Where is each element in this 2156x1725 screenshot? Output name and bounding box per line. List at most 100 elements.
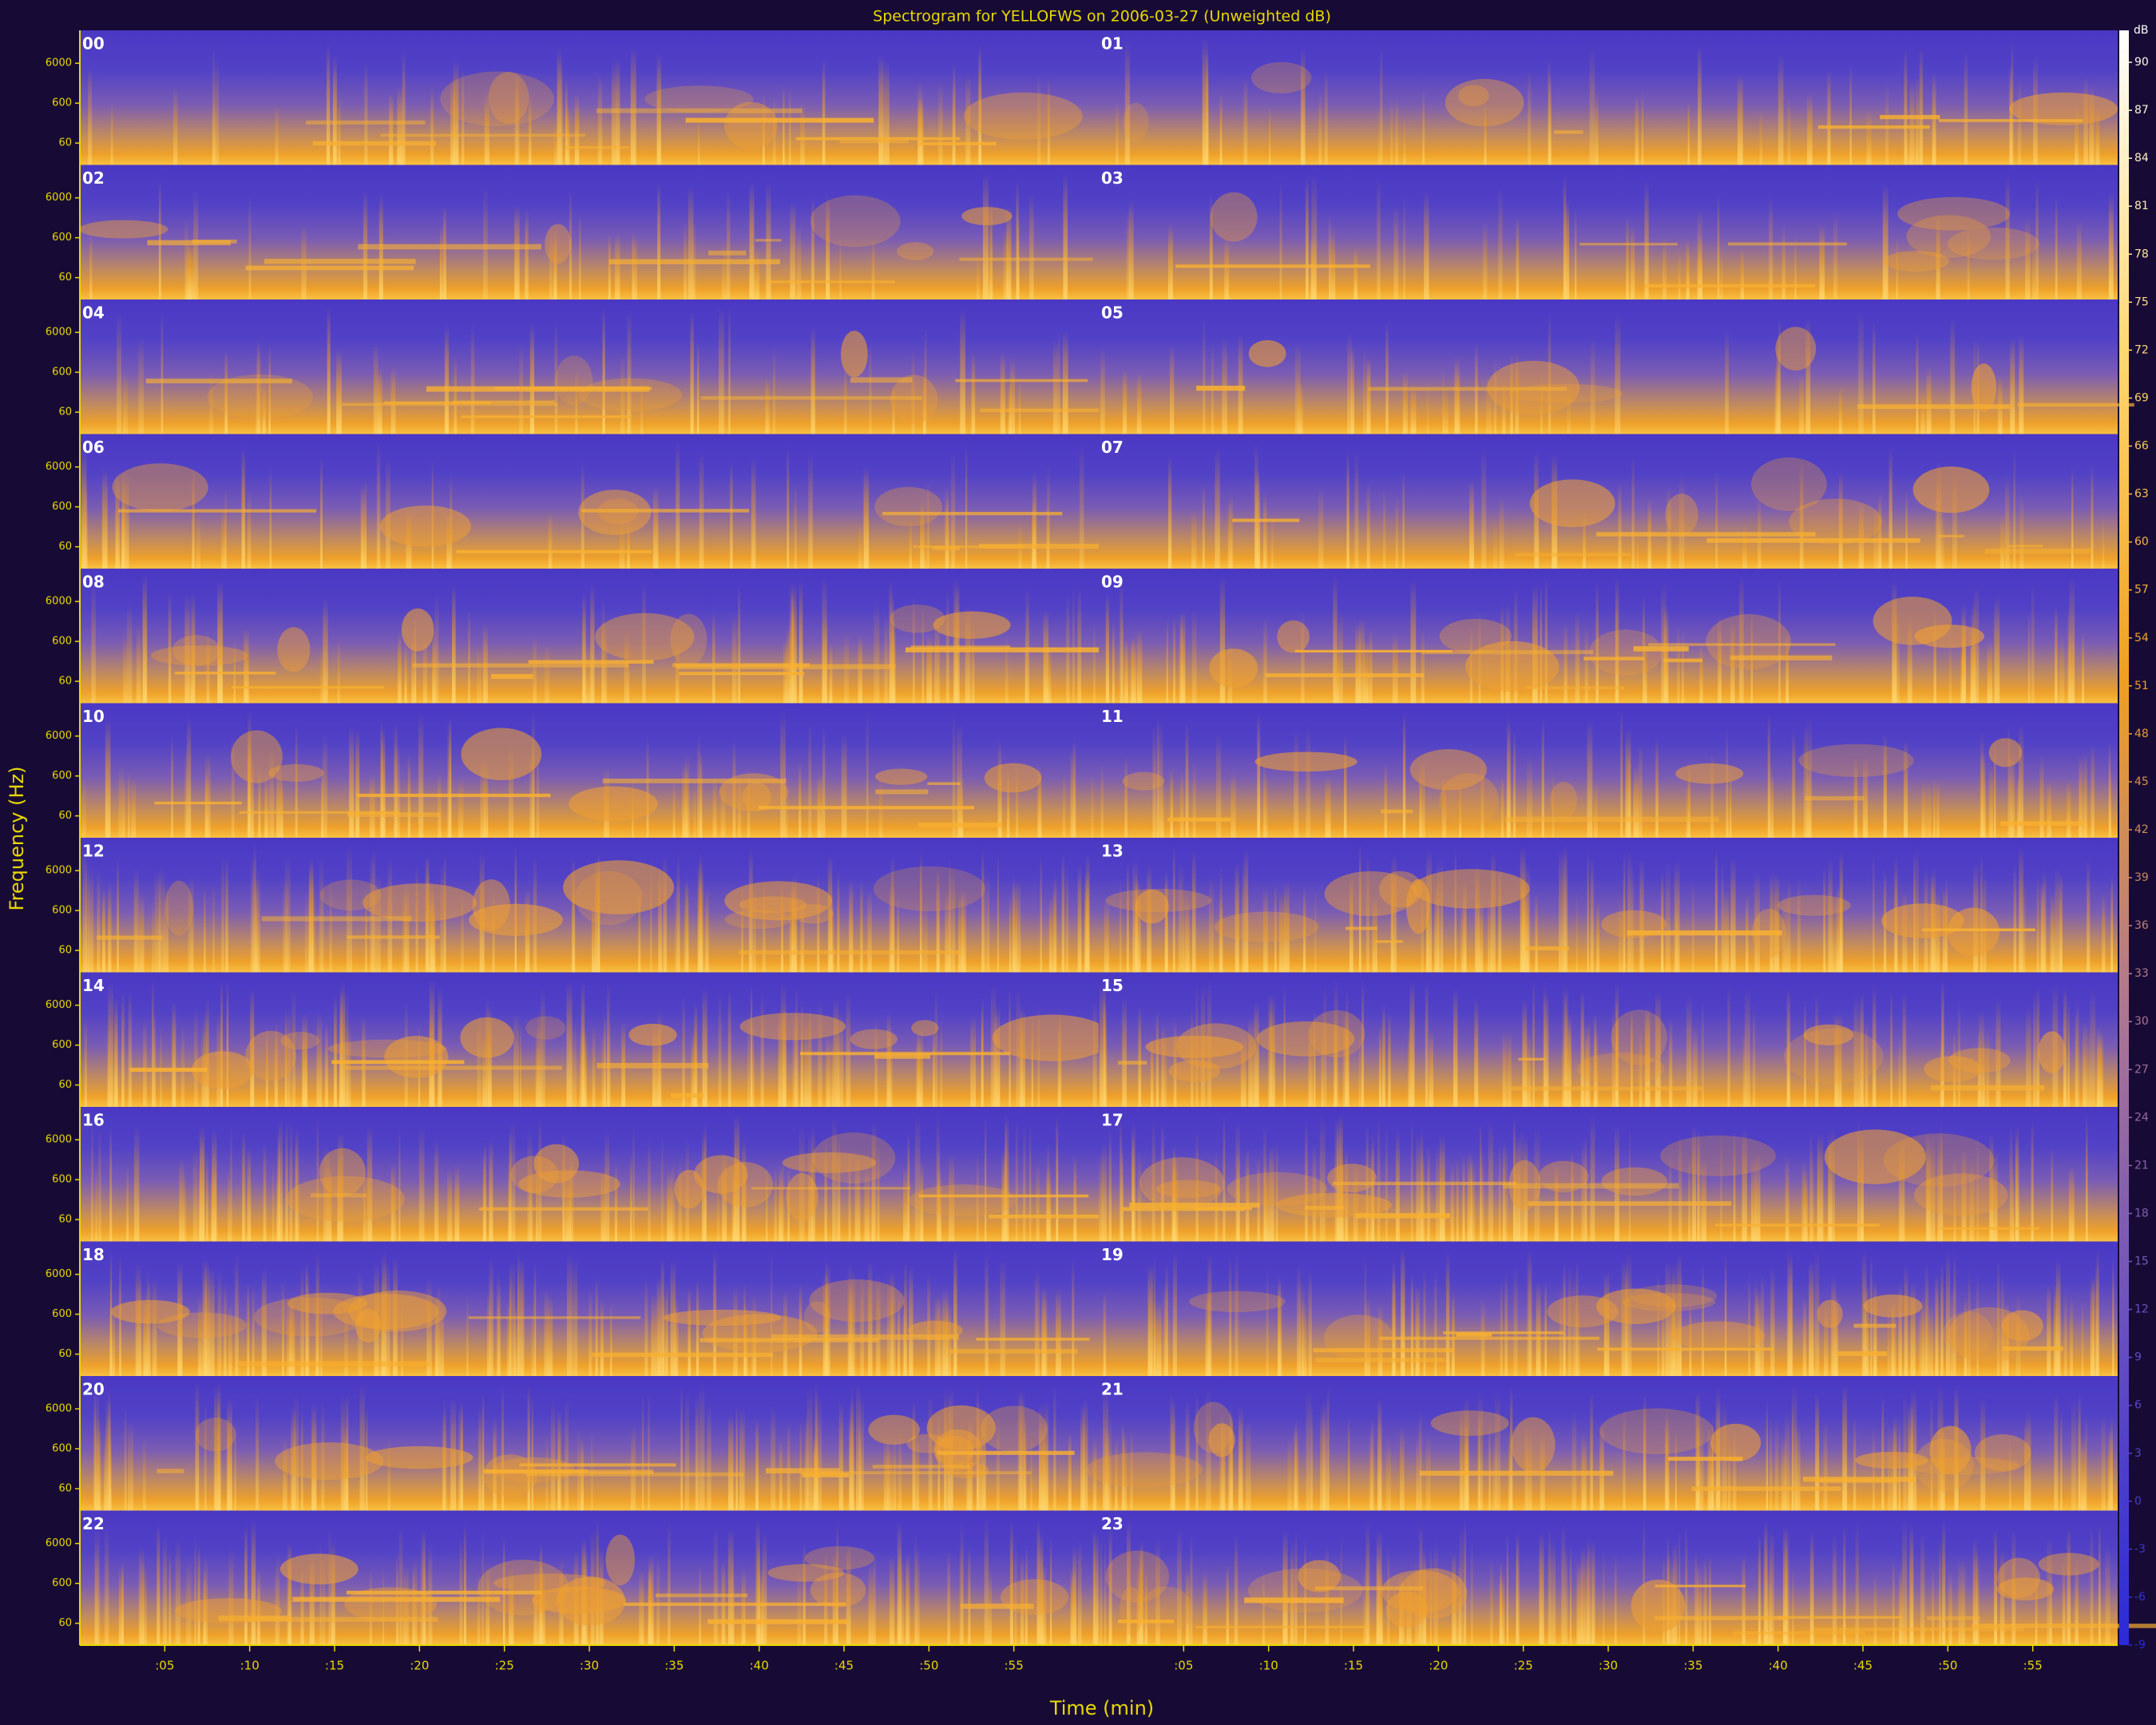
spectrogram-streak bbox=[2009, 1126, 2013, 1242]
spectrogram-blob bbox=[1924, 1056, 1982, 1082]
spectrogram-streak bbox=[1888, 448, 1892, 569]
spectrogram-streak bbox=[1742, 1029, 1746, 1107]
spectrogram-streak bbox=[1364, 640, 1369, 704]
spectrogram-streak bbox=[722, 1152, 727, 1242]
spectrogram-streak bbox=[387, 1438, 391, 1511]
spectrogram-streak bbox=[1394, 856, 1397, 973]
spectrogram-band bbox=[708, 250, 747, 256]
colorbar-tick-label: 0 bbox=[2134, 1495, 2142, 1508]
spectrogram-streak bbox=[2076, 220, 2082, 299]
spectrogram-streak bbox=[1495, 1389, 1500, 1511]
colorbar-tick-label: 51 bbox=[2134, 680, 2149, 692]
spectrogram-streak bbox=[2043, 870, 2047, 973]
spectrogram-streak bbox=[763, 881, 766, 973]
spectrogram-streak bbox=[983, 173, 989, 299]
spectrogram-streak bbox=[1567, 1021, 1571, 1107]
spectrogram-streak bbox=[1297, 1265, 1301, 1376]
spectrogram-streak bbox=[984, 236, 986, 299]
spectrogram-streak bbox=[1156, 1300, 1162, 1376]
spectrogram-streak bbox=[1395, 495, 1398, 569]
spectrogram-streak bbox=[1266, 1268, 1269, 1376]
spectrogram-streak bbox=[1215, 448, 1220, 569]
spectrogram-streak bbox=[1165, 878, 1168, 973]
spectrogram-band bbox=[468, 1316, 641, 1319]
spectrogram-streak bbox=[1245, 1421, 1251, 1511]
spectrogram-band bbox=[932, 546, 961, 551]
spectrogram-streak bbox=[1937, 1131, 1944, 1242]
spectrogram-streak bbox=[1032, 473, 1037, 569]
spectrogram-streak bbox=[2026, 1005, 2031, 1107]
spectrogram-blob bbox=[1601, 1167, 1668, 1196]
spectrogram-streak bbox=[1301, 611, 1305, 704]
spectrogram-streak bbox=[2107, 1429, 2113, 1511]
spectrogram-streak bbox=[1750, 1158, 1756, 1242]
spectrogram-streak bbox=[334, 995, 337, 1107]
colorbar-tick-label: 42 bbox=[2134, 823, 2149, 836]
spectrogram-streak bbox=[1459, 1525, 1465, 1645]
spectrogram-streak bbox=[122, 775, 126, 838]
spectrogram-streak bbox=[528, 94, 532, 165]
spectrogram-streak bbox=[731, 1166, 735, 1242]
spectrogram-streak bbox=[1674, 860, 1680, 973]
spectrogram-streak bbox=[501, 1386, 505, 1511]
spectrogram-streak bbox=[888, 1025, 893, 1107]
spectrogram-streak bbox=[604, 1131, 610, 1242]
spectrogram-streak bbox=[1167, 456, 1172, 569]
spectrogram-blob bbox=[192, 1051, 254, 1089]
spectrogram-streak bbox=[404, 885, 410, 973]
spectrogram-streak bbox=[1686, 996, 1692, 1107]
spectrogram-band bbox=[261, 916, 412, 922]
spectrogram-streak bbox=[1590, 337, 1595, 434]
spectrogram-streak bbox=[1532, 585, 1538, 704]
y-tick-label: 600 bbox=[52, 636, 72, 648]
spectrogram-band bbox=[707, 1619, 849, 1624]
spectrogram-streak bbox=[1171, 1398, 1175, 1511]
spectrogram-band bbox=[1129, 1203, 1261, 1208]
spectrogram-streak bbox=[1053, 875, 1057, 973]
spectrogram-streak bbox=[212, 883, 215, 973]
spectrogram-streak bbox=[507, 1301, 511, 1376]
spectrogram-streak bbox=[483, 185, 488, 299]
spectrogram-streak bbox=[1769, 1529, 1774, 1645]
spectrogram-band bbox=[1655, 1584, 1746, 1588]
spectrogram-streak bbox=[846, 993, 851, 1107]
spectrogram-blob bbox=[1248, 339, 1286, 367]
spectrogram-blob bbox=[1798, 744, 1914, 778]
spectrogram-streak bbox=[1262, 888, 1268, 973]
spectrogram-streak bbox=[644, 1277, 648, 1376]
spectrogram-streak bbox=[1464, 1517, 1466, 1645]
spectrogram-streak bbox=[101, 468, 108, 569]
spectrogram-streak bbox=[1334, 1019, 1338, 1107]
spectrogram-streak bbox=[799, 1126, 805, 1242]
y-tick-label: 600 bbox=[52, 1308, 72, 1320]
x-tick-label: :30 bbox=[1599, 1659, 1618, 1673]
spectrogram-streak bbox=[675, 642, 680, 704]
spectrogram-blob bbox=[812, 1132, 896, 1184]
spectrogram-streak bbox=[656, 1277, 661, 1376]
spectrogram-streak bbox=[309, 857, 314, 973]
spectrogram-streak bbox=[792, 1013, 796, 1107]
spectrogram-streak bbox=[489, 1139, 493, 1242]
spectrogram-streak bbox=[1371, 1134, 1375, 1242]
spectrogram-streak bbox=[376, 442, 381, 569]
spectrogram-streak bbox=[1958, 1557, 1964, 1645]
spectrogram-blob bbox=[1943, 1311, 1993, 1357]
spectrogram-streak bbox=[1116, 102, 1119, 165]
spectrogram-streak bbox=[217, 1269, 222, 1376]
spectrogram-streak bbox=[1828, 1132, 1833, 1242]
spectrogram-streak bbox=[897, 897, 900, 973]
spectrogram-streak bbox=[987, 868, 989, 973]
spectrogram-streak bbox=[1355, 623, 1361, 704]
spectrogram-streak bbox=[461, 890, 464, 973]
spectrogram-streak bbox=[1403, 118, 1406, 165]
spectrogram-streak bbox=[97, 868, 101, 973]
spectrogram-streak bbox=[1804, 1169, 1808, 1242]
spectrogram-streak bbox=[514, 204, 520, 299]
spectrogram-streak bbox=[1687, 100, 1690, 165]
spectrogram-streak bbox=[713, 1525, 718, 1645]
spectrogram-streak bbox=[1512, 1116, 1516, 1242]
spectrogram-band bbox=[821, 1471, 1032, 1475]
spectrogram-band bbox=[412, 663, 629, 668]
spectrogram-streak bbox=[1567, 1265, 1571, 1376]
spectrogram-streak bbox=[1837, 886, 1842, 973]
